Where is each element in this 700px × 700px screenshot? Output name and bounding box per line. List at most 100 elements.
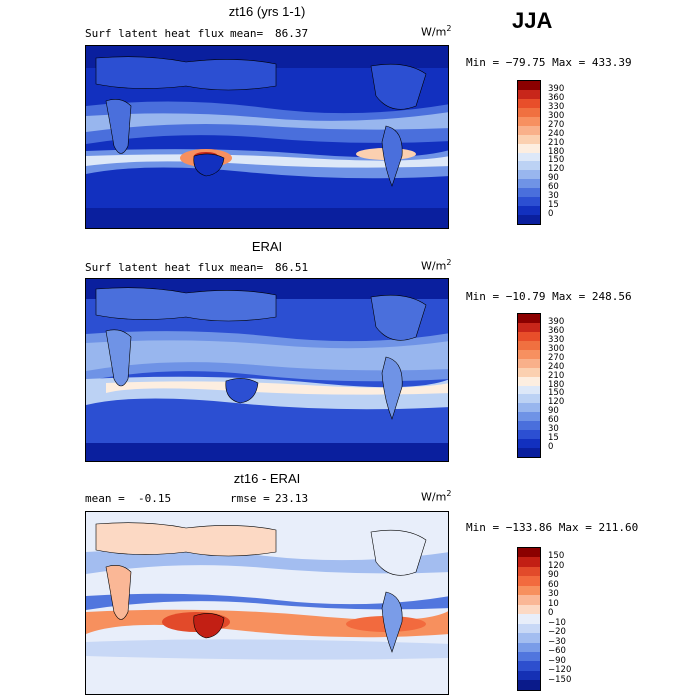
panel-3-mean-value: -0.15 xyxy=(138,492,172,505)
colorbar-tick-label: −120 xyxy=(548,665,572,676)
colorbar-tick-label: 330 xyxy=(548,334,565,345)
panel-1-map xyxy=(85,45,449,229)
colorbar-tick-label: −10 xyxy=(548,617,566,628)
colorbar-tick-label: −60 xyxy=(548,646,566,657)
colorbar-tick-label: 10 xyxy=(548,598,559,609)
colorbar-tick-label: 300 xyxy=(548,110,565,121)
colorbar-tick-label: 30 xyxy=(548,424,559,435)
colorbar-swatch xyxy=(518,548,540,558)
colorbar-tick-label: 150 xyxy=(548,155,565,166)
colorbar-tick-label: 210 xyxy=(548,137,565,148)
panel-2-map xyxy=(85,278,449,462)
colorbar-tick-label: 330 xyxy=(548,101,565,112)
panel-3-colorbar xyxy=(517,547,541,691)
colorbar-swatch xyxy=(518,179,540,189)
colorbar-tick-label: 240 xyxy=(548,361,565,372)
colorbar-tick-label: 0 xyxy=(548,442,554,453)
colorbar-tick-label: 90 xyxy=(548,570,559,581)
panel-3-mean-label: mean = xyxy=(85,492,125,505)
colorbar-tick-label: 270 xyxy=(548,119,565,130)
colorbar-swatch xyxy=(518,421,540,431)
colorbar-swatch xyxy=(518,595,540,605)
colorbar-tick-label: 390 xyxy=(548,316,565,327)
panel-2-variable-label: Surf latent heat flux xyxy=(85,261,225,274)
colorbar-swatch xyxy=(518,152,540,162)
colorbar-swatch xyxy=(518,98,540,108)
colorbar-swatch xyxy=(518,215,540,224)
colorbar-swatch xyxy=(518,585,540,596)
colorbar-tick-label: 0 xyxy=(548,209,554,220)
colorbar-swatch xyxy=(518,557,540,567)
colorbar-tick-label: 150 xyxy=(548,388,565,399)
colorbar-tick-label: 360 xyxy=(548,325,565,336)
colorbar-tick-label: −30 xyxy=(548,636,566,647)
colorbar-tick-label: 60 xyxy=(548,415,559,426)
colorbar-swatch xyxy=(518,349,540,359)
colorbar-tick-label: 0 xyxy=(548,608,554,619)
colorbar-tick-label: 120 xyxy=(548,164,565,175)
colorbar-swatch xyxy=(518,161,540,171)
panel-3-rmse-label: rmse = xyxy=(230,492,270,505)
panel-2-colorbar xyxy=(517,313,541,458)
season-label: JJA xyxy=(512,8,553,33)
colorbar-tick-label: 150 xyxy=(548,551,565,562)
panel-2-units: W/m2 xyxy=(421,258,452,273)
colorbar-swatch xyxy=(518,340,540,350)
colorbar-tick-label: 360 xyxy=(548,92,565,103)
colorbar-swatch xyxy=(518,376,540,386)
panel-1-field-svg xyxy=(86,46,448,228)
colorbar-tick-label: 30 xyxy=(548,589,559,600)
colorbar-swatch xyxy=(518,670,540,681)
panel-2-title: ERAI xyxy=(251,239,283,254)
colorbar-tick-label: 120 xyxy=(548,397,565,408)
panel-1-minmax: Min = −79.75 Max = 433.39 xyxy=(466,56,632,69)
colorbar-swatch xyxy=(518,651,540,662)
colorbar-tick-label: 90 xyxy=(548,406,559,417)
panel-3-units: W/m2 xyxy=(421,489,452,504)
colorbar-swatch xyxy=(518,403,540,413)
colorbar-swatch xyxy=(518,604,540,615)
panel-2-minmax: Min = −10.79 Max = 248.56 xyxy=(466,290,632,303)
colorbar-swatch xyxy=(518,116,540,126)
colorbar-swatch xyxy=(518,448,540,457)
colorbar-swatch xyxy=(518,614,540,624)
colorbar-swatch xyxy=(518,170,540,180)
colorbar-swatch xyxy=(518,680,540,690)
panel-1-colorbar xyxy=(517,80,541,225)
colorbar-swatch xyxy=(518,633,540,643)
colorbar-tick-label: 180 xyxy=(548,146,565,157)
panel-2-colorbar-labels: 390 360 330 300 270 240 210 180 150 120 90 60 30 15 0 xyxy=(548,313,588,458)
colorbar-swatch xyxy=(518,134,540,144)
panel-1-mean-value: 86.37 xyxy=(275,27,309,40)
colorbar-tick-label: 390 xyxy=(548,83,565,94)
colorbar-swatch xyxy=(518,358,540,368)
panel-3-title: zt16 - ERAI xyxy=(233,471,301,486)
colorbar-tick-label: 90 xyxy=(548,173,559,184)
panel-3-colorbar-labels: 150 120 90 60 30 10 0 −10 −20 −30 −60 −90 −120 −150 xyxy=(548,547,588,691)
panel-1-title: zt16 (yrs 1-1) xyxy=(228,4,306,19)
panel-1-units: W/m2 xyxy=(421,24,452,39)
panel-1-colorbar-labels: 390 360 330 300 270 240 210 180 150 120 90 60 30 15 0 xyxy=(548,80,588,225)
colorbar-swatch xyxy=(518,188,540,198)
colorbar-tick-label: 120 xyxy=(548,560,565,571)
colorbar-swatch xyxy=(518,107,540,117)
colorbar-swatch xyxy=(518,623,540,634)
colorbar-swatch xyxy=(518,125,540,135)
colorbar-tick-label: 60 xyxy=(548,182,559,193)
colorbar-swatch xyxy=(518,331,540,341)
colorbar-swatch xyxy=(518,322,540,332)
colorbar-tick-label: 210 xyxy=(548,370,565,381)
panel-1-variable-label: Surf latent heat flux xyxy=(85,27,225,40)
panel-2-mean-label: mean= xyxy=(230,261,264,274)
colorbar-tick-label: 270 xyxy=(548,352,565,363)
colorbar-swatch xyxy=(518,314,540,323)
colorbar-tick-label: 300 xyxy=(548,343,565,354)
panel-2-mean-value: 86.51 xyxy=(275,261,309,274)
colorbar-swatch xyxy=(518,430,540,440)
panel-3-minmax: Min = −133.86 Max = 211.60 xyxy=(466,521,639,534)
colorbar-swatch xyxy=(518,566,540,577)
colorbar-swatch xyxy=(518,412,540,422)
colorbar-swatch xyxy=(518,367,540,377)
colorbar-swatch xyxy=(518,206,540,216)
colorbar-swatch xyxy=(518,143,540,153)
